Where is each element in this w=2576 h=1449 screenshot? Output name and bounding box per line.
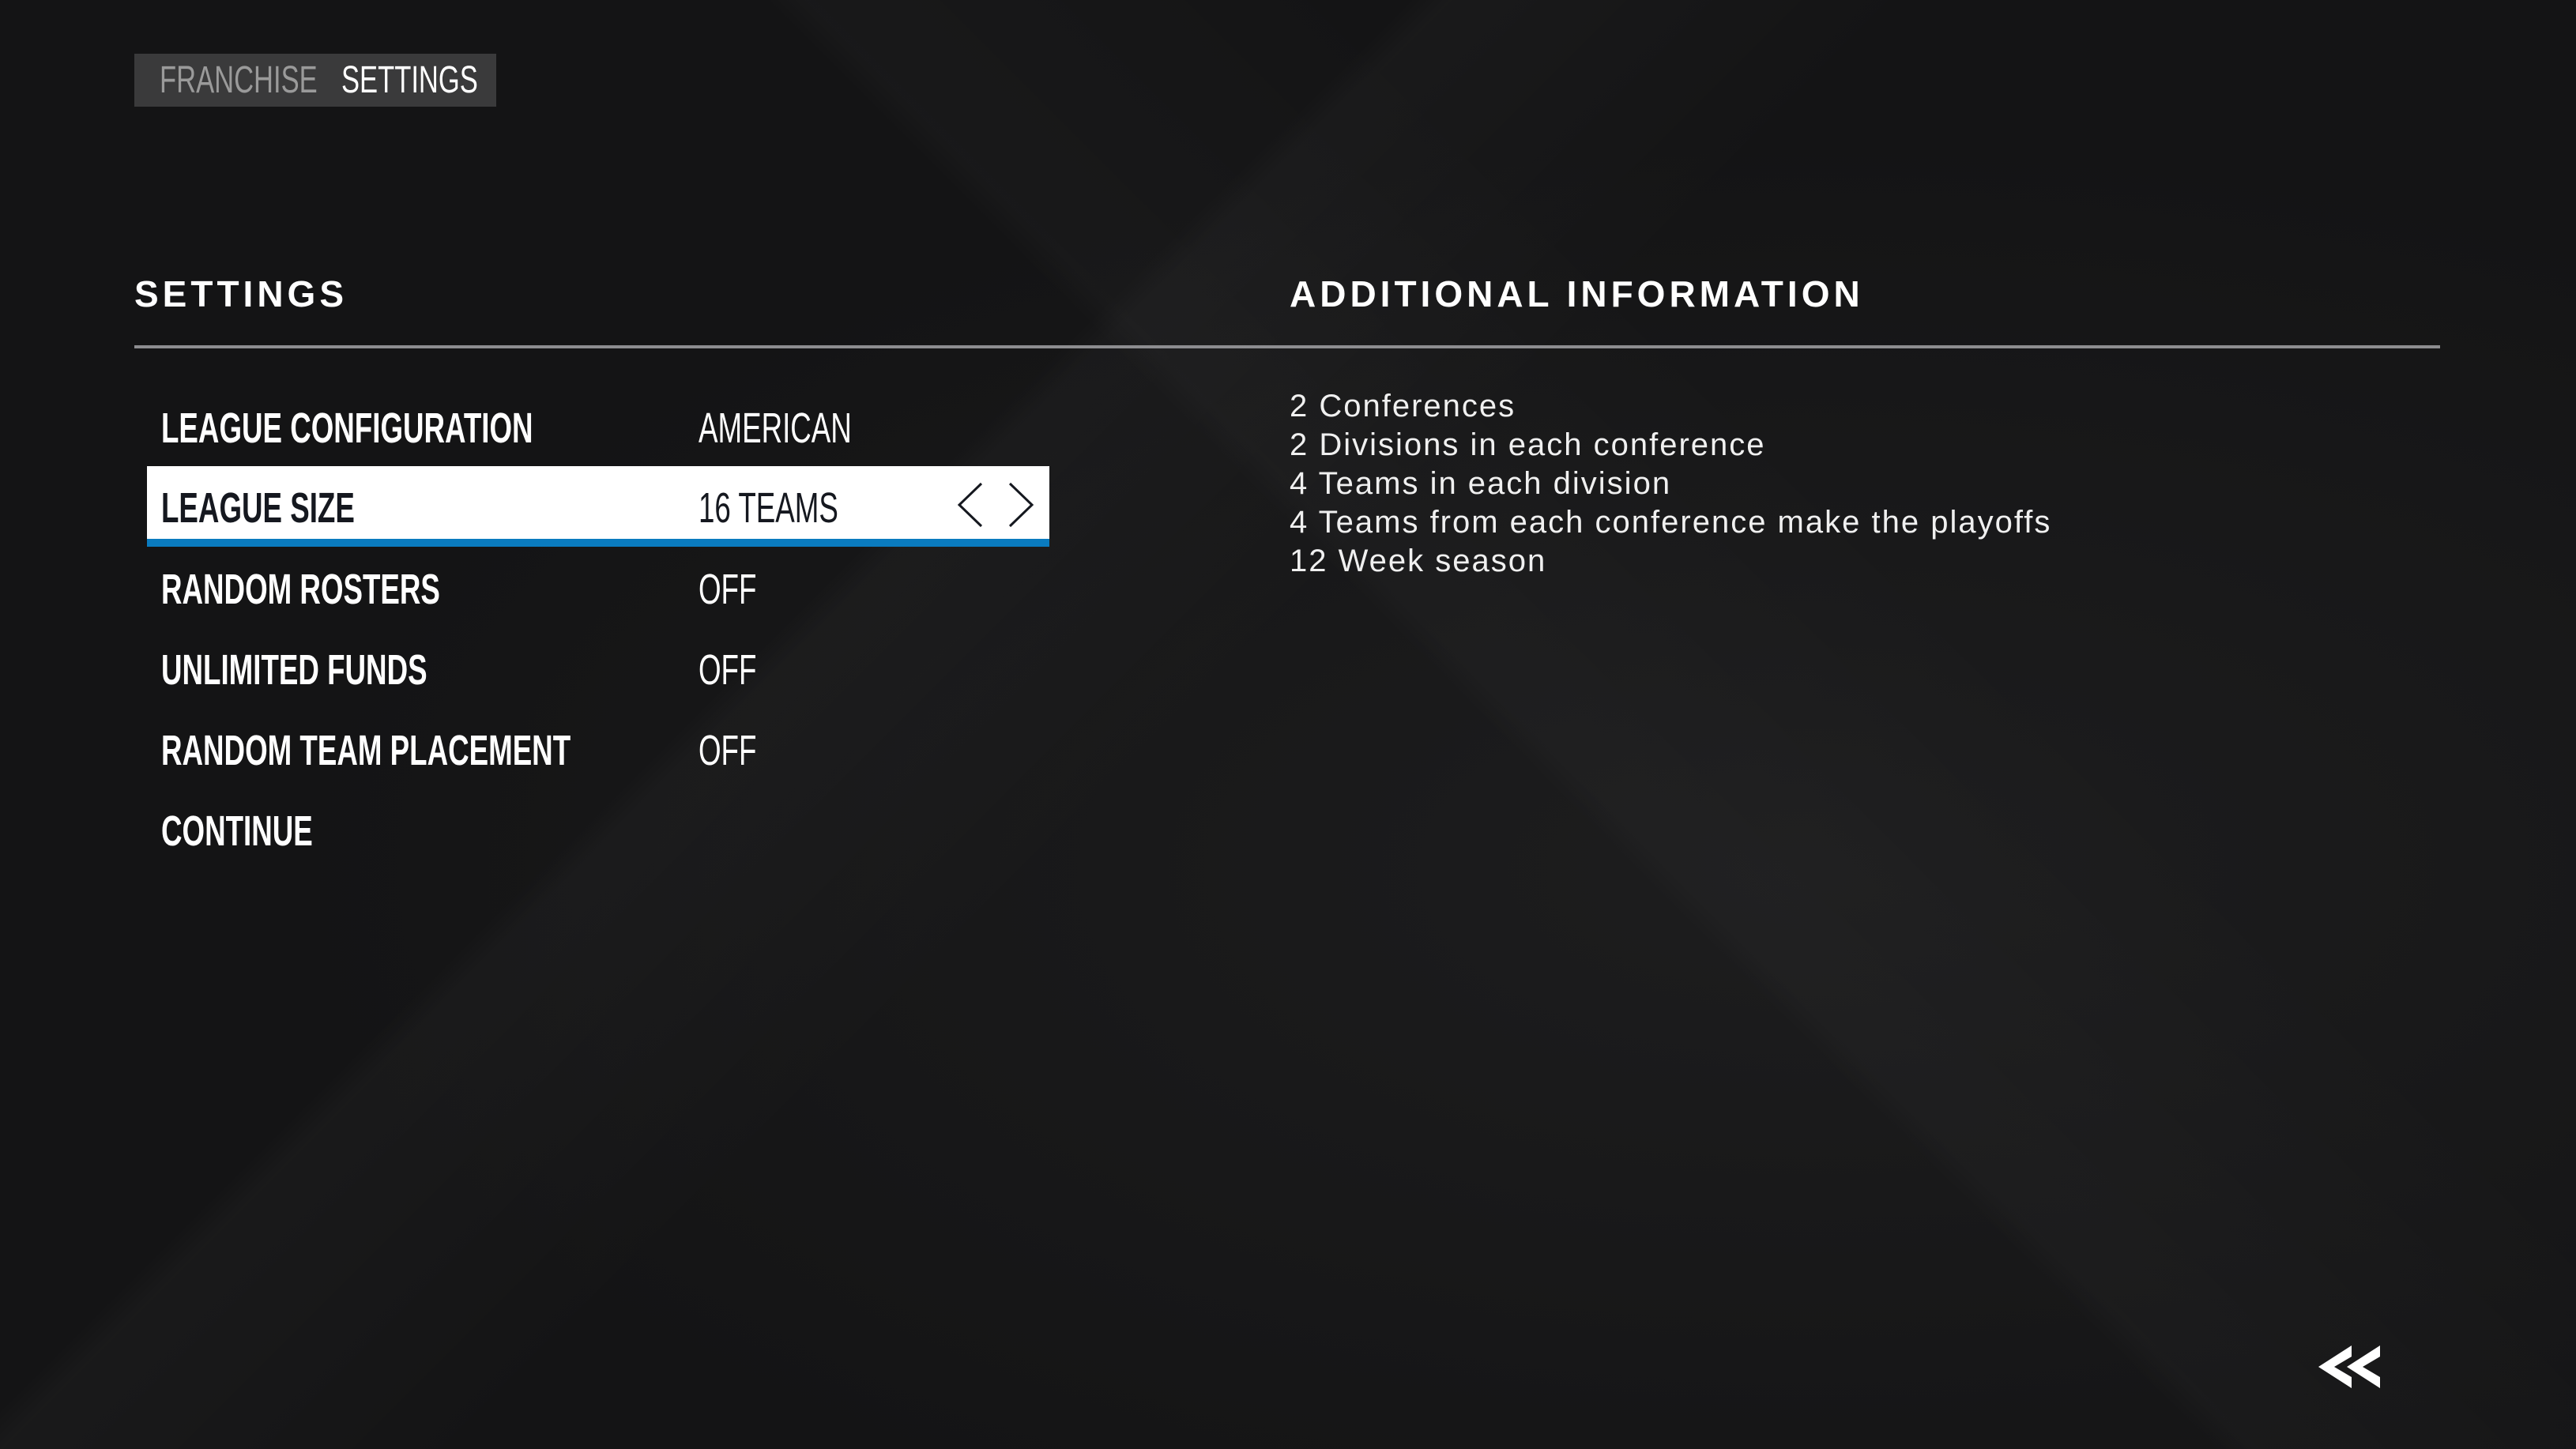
breadcrumb-settings: SETTINGS — [341, 59, 478, 101]
info-line: 2 Divisions in each conference — [1290, 427, 1766, 462]
chevron-left-icon[interactable] — [953, 480, 988, 529]
setting-random-team-placement[interactable]: RANDOM TEAM PLACEMENT OFF — [147, 709, 1049, 789]
info-line: 2 Conferences — [1290, 389, 1516, 423]
setting-label: RANDOM ROSTERS — [161, 566, 440, 613]
setting-league-size[interactable]: LEAGUE SIZE 16 TEAMS — [147, 466, 1049, 547]
setting-label: RANDOM TEAM PLACEMENT — [161, 727, 571, 774]
double-chevron-back-icon[interactable] — [2315, 1343, 2386, 1391]
setting-label: UNLIMITED FUNDS — [161, 646, 427, 694]
divider — [134, 345, 2440, 348]
setting-value: OFF — [699, 566, 757, 613]
additional-info: 2 Conferences 2 Divisions in each confer… — [1290, 387, 2051, 581]
setting-label: LEAGUE SIZE — [161, 484, 355, 532]
setting-value: 16 TEAMS — [699, 484, 838, 532]
continue-label: CONTINUE — [161, 807, 313, 855]
setting-league-configuration[interactable]: LEAGUE CONFIGURATION AMERICAN — [147, 386, 1049, 467]
breadcrumb-franchise[interactable]: FRANCHISE — [160, 59, 318, 101]
breadcrumb: FRANCHISE SETTINGS — [134, 54, 496, 107]
setting-value: AMERICAN — [699, 405, 852, 452]
setting-random-rosters[interactable]: RANDOM ROSTERS OFF — [147, 548, 1049, 628]
additional-info-heading: ADDITIONAL INFORMATION — [1290, 273, 1864, 314]
settings-heading: SETTINGS — [134, 273, 348, 314]
info-line: 4 Teams in each division — [1290, 466, 1672, 501]
setting-value: OFF — [699, 646, 757, 694]
chevron-right-icon[interactable] — [1004, 480, 1038, 529]
info-line: 4 Teams from each conference make the pl… — [1290, 505, 2052, 540]
setting-label: LEAGUE CONFIGURATION — [161, 405, 533, 452]
setting-value: OFF — [699, 727, 757, 774]
info-line: 12 Week season — [1290, 544, 1547, 578]
continue-button[interactable]: CONTINUE — [147, 789, 1049, 870]
setting-unlimited-funds[interactable]: UNLIMITED FUNDS OFF — [147, 628, 1049, 709]
